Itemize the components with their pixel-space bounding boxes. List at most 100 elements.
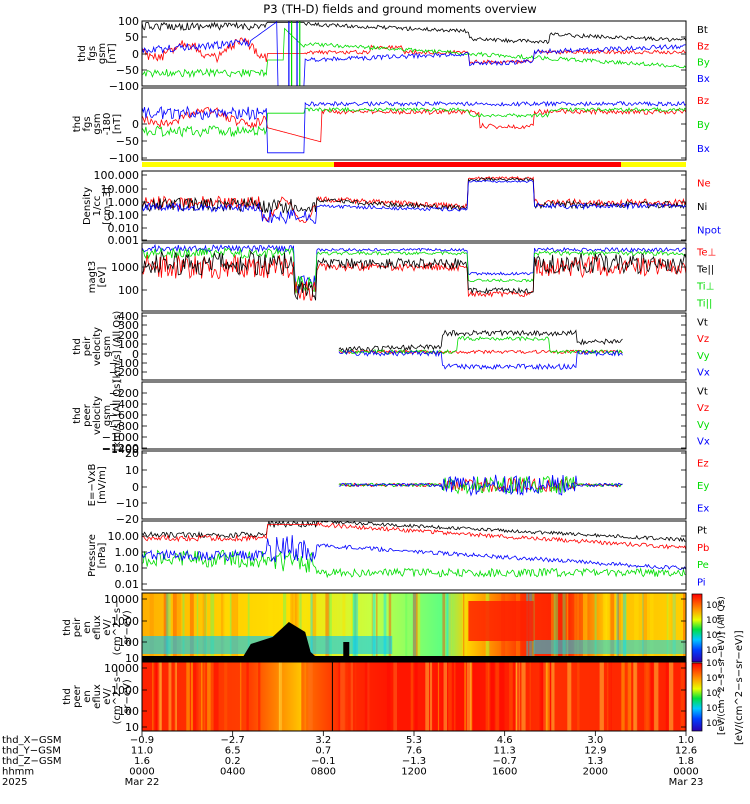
y-tick-label: −600: [109, 409, 139, 422]
spectrogram-streak: [202, 662, 205, 731]
colorbar-label-2: [eV/(cm^2−s−sr−eV)] (All Qs): [717, 596, 727, 735]
spectrogram-streak: [471, 662, 473, 731]
y-tick-label: −50: [116, 64, 139, 77]
series-black: [142, 521, 686, 543]
y-axis-label: thd: [72, 407, 83, 424]
colorbar-tick-label: 10²: [706, 704, 721, 714]
spectrogram-streak: [159, 662, 161, 731]
spectrogram-streak: [163, 593, 169, 662]
series-blue: [338, 349, 623, 371]
spectrogram-streak: [268, 593, 273, 662]
y-axis-label: [nT]: [107, 43, 118, 63]
spectrogram-streak: [552, 593, 557, 662]
spectrogram-streak: [214, 662, 219, 731]
y-tick-label: 10: [125, 652, 139, 665]
spectrogram-streak: [604, 593, 610, 662]
y-axis-label: en: [82, 690, 93, 703]
x-axis-cell: 0.2: [225, 756, 241, 767]
spectrogram-streak: [642, 593, 644, 662]
x-axis-cell: 12.9: [584, 746, 606, 757]
x-axis-cell: 0000: [673, 767, 698, 778]
y-axis-label: fgs: [82, 116, 93, 131]
spectrogram-streak: [236, 593, 238, 662]
legend-entry: Vz: [697, 403, 709, 414]
series-blue: [142, 100, 686, 154]
legend-entry: Ti⊥: [696, 282, 714, 293]
spectrogram-streak: [174, 662, 177, 731]
y-tick-label: 10.000: [101, 183, 140, 196]
spectrogram-streak: [168, 593, 172, 662]
legends: Bt Bz By Bx Bz By Bx Ne Ni Npot Te⊥ Te|| Ti⊥ Ti|| Vt Vz…: [696, 25, 721, 588]
y-axis-label: thd: [62, 619, 73, 636]
spectrogram-streak: [207, 662, 211, 731]
y-tick-label: −800: [109, 420, 139, 433]
y-axis-label: gsm: [92, 113, 103, 134]
spectrogram-streak: [668, 662, 674, 731]
x-axis-cell: 1600: [492, 767, 517, 778]
spectrogram-streak: [310, 593, 313, 662]
spectrogram-streak: [616, 593, 619, 662]
spectrogram-streak: [509, 662, 514, 731]
spectrogram-streak: [210, 662, 214, 731]
y-tick-label: 1.000: [108, 196, 140, 209]
y-axis-label: E=−VxB: [87, 464, 98, 507]
x-axis-cell: −0.7: [493, 756, 517, 767]
spectrogram-streak: [237, 593, 239, 662]
y-tick-label: 0: [132, 48, 139, 61]
x-axis-row-label: 2025: [2, 777, 27, 788]
panel-efield: 20 10 0 −10 −20: [116, 447, 687, 526]
spectrogram-streak: [625, 593, 627, 662]
panel-frame: [141, 450, 687, 520]
legend-entry: Pe: [697, 560, 709, 571]
y-tick-label: 300: [118, 319, 139, 332]
x-axis-row-label: hhmm: [2, 767, 34, 778]
legend-entry: Ey: [697, 481, 709, 492]
legend-entry: Te⊥: [696, 248, 716, 259]
panel-temp: 1000 100: [111, 242, 687, 312]
x-axis-cell: 11.3: [494, 746, 516, 757]
spectrogram-streak: [624, 662, 630, 731]
spectrogram-streak: [342, 593, 346, 662]
spectrogram-streak: [175, 662, 177, 731]
y-tick-label: −100: [109, 357, 139, 370]
spectrogram-streak: [278, 662, 281, 731]
spectrogram-streak: [448, 662, 453, 731]
legend-entry: Ne: [697, 179, 711, 190]
colorbar-top: [691, 593, 703, 663]
spectrogram-streak: [201, 662, 206, 731]
spectrogram-streak: [464, 662, 466, 731]
y-tick-label: −1000: [102, 431, 139, 444]
spectrogram-streak: [644, 662, 649, 731]
series-green: [142, 247, 686, 294]
legend-entry: Ex: [697, 504, 709, 515]
x-axis-cell: Mar 22: [125, 777, 160, 788]
spectrogram-low-band: [533, 640, 686, 654]
colorbar-bottom: [691, 662, 703, 732]
legend-entry: Bt: [697, 25, 708, 36]
spectrogram-streak: [622, 593, 627, 662]
spectrogram-streak: [634, 593, 639, 662]
spectrogram-streak: [683, 593, 686, 662]
panel-frame: [141, 170, 687, 242]
spectrogram-streak: [231, 593, 236, 662]
y-tick-label: 0: [132, 481, 139, 494]
y-axis-label: thd: [77, 45, 88, 62]
spectrogram-streak: [642, 593, 647, 662]
legend-entry: By: [697, 58, 710, 69]
y-tick-label: 10.00: [108, 530, 140, 543]
spectrogram-streak: [193, 662, 197, 731]
series-red: [142, 106, 686, 143]
series-blue: [142, 21, 686, 86]
spectrogram-streak: [442, 593, 446, 662]
spectrogram-streak: [258, 662, 261, 731]
spectrogram-streak: [545, 662, 550, 731]
spectrogram-streak: [621, 662, 625, 731]
spectrogram-streak: [279, 662, 283, 731]
y-tick-label: 100: [118, 705, 139, 718]
legend-entry: By: [697, 120, 710, 131]
panel-peeren: 10000 1000 100 10: [104, 661, 687, 734]
spectrogram-hot: [305, 662, 414, 731]
spectrogram-gap: [343, 642, 350, 662]
x-axis-cell: 11.0: [131, 746, 153, 757]
